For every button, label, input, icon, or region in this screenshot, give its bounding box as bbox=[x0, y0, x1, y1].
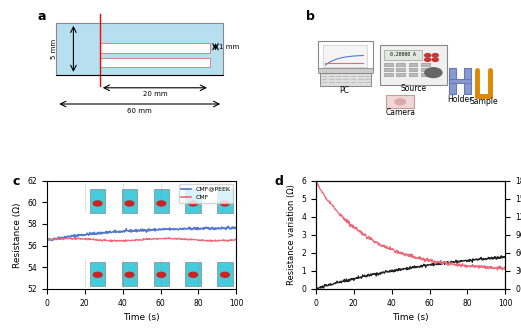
Circle shape bbox=[189, 201, 197, 206]
Text: 0.20000 A: 0.20000 A bbox=[390, 52, 416, 57]
Text: 60 mm: 60 mm bbox=[127, 108, 152, 114]
FancyBboxPatch shape bbox=[122, 189, 137, 213]
Y-axis label: Resistance (Ω): Resistance (Ω) bbox=[13, 202, 22, 268]
Text: b: b bbox=[306, 10, 315, 23]
FancyBboxPatch shape bbox=[421, 73, 430, 76]
FancyBboxPatch shape bbox=[384, 68, 393, 71]
FancyBboxPatch shape bbox=[409, 63, 417, 66]
Circle shape bbox=[220, 272, 229, 277]
Circle shape bbox=[425, 68, 442, 77]
FancyBboxPatch shape bbox=[409, 73, 417, 76]
Text: d: d bbox=[274, 175, 283, 188]
FancyBboxPatch shape bbox=[384, 50, 422, 60]
Circle shape bbox=[189, 272, 197, 277]
Circle shape bbox=[93, 272, 102, 277]
Circle shape bbox=[425, 58, 431, 61]
FancyBboxPatch shape bbox=[185, 262, 201, 286]
Circle shape bbox=[395, 99, 405, 105]
FancyBboxPatch shape bbox=[464, 68, 472, 94]
FancyBboxPatch shape bbox=[380, 44, 446, 85]
FancyBboxPatch shape bbox=[320, 73, 371, 86]
Text: Sample: Sample bbox=[469, 97, 498, 106]
Text: Source: Source bbox=[401, 84, 427, 93]
Text: 5 mm: 5 mm bbox=[51, 39, 57, 59]
FancyBboxPatch shape bbox=[217, 262, 233, 286]
Circle shape bbox=[157, 272, 166, 277]
FancyBboxPatch shape bbox=[154, 189, 169, 213]
Legend: CMF@PEEK, CMF: CMF@PEEK, CMF bbox=[179, 184, 233, 203]
Text: a: a bbox=[38, 10, 46, 23]
FancyBboxPatch shape bbox=[386, 95, 414, 108]
FancyBboxPatch shape bbox=[318, 68, 373, 73]
FancyBboxPatch shape bbox=[396, 68, 405, 71]
FancyBboxPatch shape bbox=[90, 262, 105, 286]
FancyBboxPatch shape bbox=[396, 73, 405, 76]
X-axis label: Time (s): Time (s) bbox=[392, 313, 429, 322]
Y-axis label: Resistance variation (Ω): Resistance variation (Ω) bbox=[287, 184, 296, 285]
FancyBboxPatch shape bbox=[409, 68, 417, 71]
FancyBboxPatch shape bbox=[324, 44, 367, 67]
Circle shape bbox=[432, 54, 438, 57]
FancyBboxPatch shape bbox=[90, 189, 105, 213]
FancyBboxPatch shape bbox=[154, 262, 169, 286]
FancyBboxPatch shape bbox=[449, 68, 456, 94]
FancyBboxPatch shape bbox=[421, 68, 430, 71]
Text: PC: PC bbox=[339, 86, 349, 95]
FancyBboxPatch shape bbox=[318, 41, 373, 70]
X-axis label: Time (s): Time (s) bbox=[123, 313, 160, 322]
Circle shape bbox=[220, 201, 229, 206]
FancyBboxPatch shape bbox=[384, 73, 393, 76]
FancyBboxPatch shape bbox=[100, 57, 210, 67]
FancyBboxPatch shape bbox=[122, 262, 137, 286]
Text: Holder: Holder bbox=[447, 95, 473, 104]
Circle shape bbox=[93, 201, 102, 206]
FancyBboxPatch shape bbox=[100, 43, 210, 53]
FancyBboxPatch shape bbox=[421, 63, 430, 66]
FancyBboxPatch shape bbox=[384, 63, 393, 66]
Circle shape bbox=[125, 272, 134, 277]
Text: Camera: Camera bbox=[385, 108, 415, 117]
Text: 20 mm: 20 mm bbox=[143, 91, 167, 97]
Circle shape bbox=[157, 201, 166, 206]
FancyBboxPatch shape bbox=[217, 189, 233, 213]
FancyBboxPatch shape bbox=[56, 23, 223, 75]
FancyBboxPatch shape bbox=[396, 63, 405, 66]
FancyBboxPatch shape bbox=[185, 189, 201, 213]
FancyBboxPatch shape bbox=[449, 79, 472, 83]
Circle shape bbox=[425, 54, 431, 57]
Text: 1 mm: 1 mm bbox=[219, 44, 240, 50]
Circle shape bbox=[432, 58, 438, 61]
Circle shape bbox=[125, 201, 134, 206]
Text: c: c bbox=[13, 175, 20, 188]
